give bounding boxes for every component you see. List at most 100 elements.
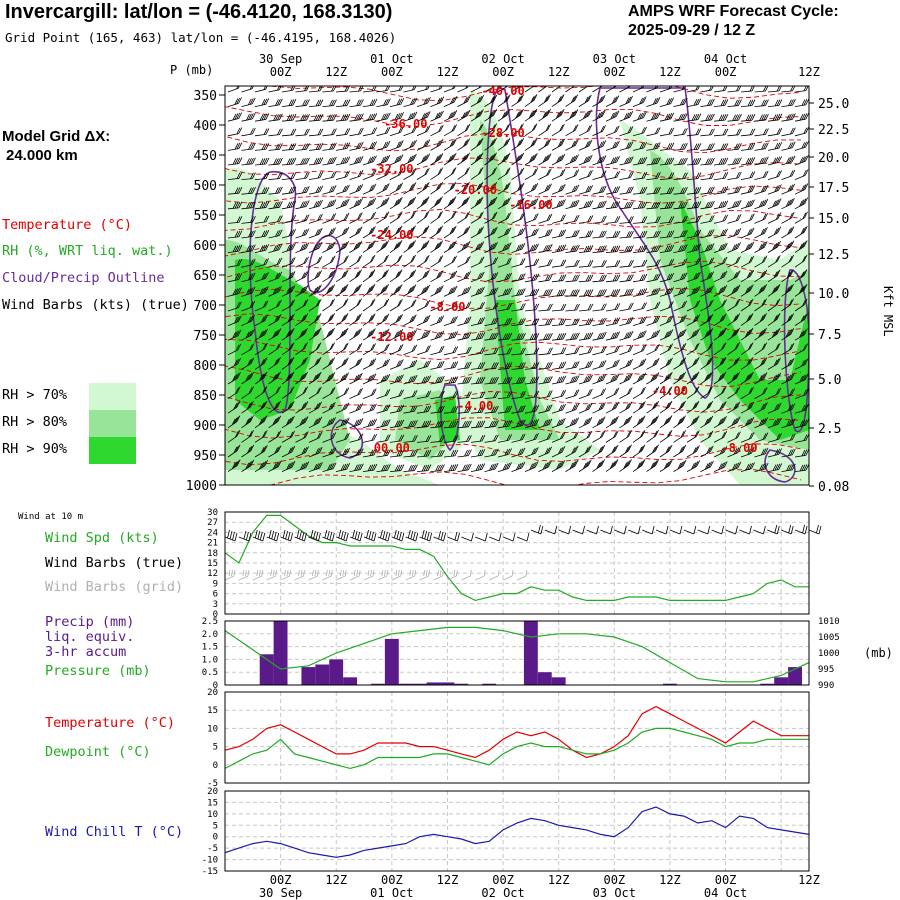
wind-barb [713, 228, 728, 239]
wind-barb [713, 431, 728, 443]
wind-barb [335, 212, 350, 224]
wind-barb [673, 113, 688, 122]
height-tick-label: 0.08 [818, 480, 849, 495]
wind-barb [268, 430, 282, 443]
precip-bar [788, 667, 802, 685]
wind-barb [740, 298, 754, 312]
wind-tick-label: 27 [207, 518, 218, 528]
wind-barb [700, 113, 715, 122]
wind-barb [335, 198, 350, 210]
wind-barb [511, 318, 526, 326]
model-grid-label: Model Grid ΔX: [2, 128, 111, 145]
wind-barb [497, 287, 513, 297]
wind-barb [322, 185, 337, 195]
wind-barb [794, 388, 809, 399]
surface-wind-barb [753, 525, 766, 535]
rh-70-swatch [89, 383, 136, 410]
isotherm-line [225, 183, 802, 204]
wind-barb [551, 446, 566, 458]
wind-barb [362, 313, 376, 326]
wind-barb [740, 185, 756, 195]
wind-barb [781, 254, 794, 268]
wind-barb [740, 255, 755, 268]
wind-barb [740, 270, 754, 283]
surface-wind-barb [725, 525, 738, 535]
wind-barb [767, 342, 781, 356]
wind-barb [632, 86, 645, 93]
wind-barb [727, 86, 742, 93]
rh-90-swatch [89, 437, 136, 464]
precip-bar [412, 683, 427, 685]
legend-cloud-outline: Cloud/Precip Outline [2, 270, 165, 286]
rh-90-label: RH > 90% [2, 441, 68, 457]
wind-barb [646, 230, 661, 239]
wind-barb [740, 327, 754, 341]
wind-barb [241, 258, 256, 268]
wind-barb [308, 416, 323, 429]
wind-barb [376, 168, 390, 180]
wind-barb [700, 172, 715, 180]
wind-barb [646, 186, 661, 195]
wind-barb [389, 112, 404, 122]
wind-barb [781, 403, 796, 414]
wind-barb [632, 288, 648, 297]
precip-bar [454, 683, 469, 685]
wind-barb [376, 240, 389, 253]
wind-barb [403, 86, 417, 93]
wind-barb [227, 259, 243, 268]
bottom-date-label: 02 Oct [481, 886, 524, 900]
wind-barb [619, 387, 633, 399]
wind-barb [470, 406, 486, 414]
wind-barb [646, 157, 661, 166]
precip-bar [301, 667, 316, 685]
wind-barb [295, 114, 310, 122]
wind-barb [524, 153, 538, 166]
pressure-tick-label: 800 [194, 359, 217, 374]
windchill-tick-label: 0 [213, 833, 218, 843]
wind-barb [524, 376, 540, 385]
wind-barb [700, 186, 715, 195]
wind-barb [511, 242, 526, 253]
wind-barb [457, 316, 472, 326]
wind-barb [781, 418, 796, 429]
wind-barb [659, 187, 675, 195]
wind-barb [659, 172, 675, 180]
wind-barb [376, 434, 391, 443]
wind-barb [686, 86, 700, 93]
precip-tick-label: 1.5 [202, 643, 218, 653]
grid-wind-barb [322, 569, 333, 581]
wind-barb [389, 140, 404, 151]
wind-barb [457, 95, 471, 107]
wind-barb [497, 419, 513, 429]
wind-barb [673, 371, 686, 385]
wind-barb [362, 98, 378, 107]
wind-barb [754, 372, 768, 385]
wind-barb [281, 400, 295, 414]
wind-barb [605, 230, 621, 239]
wind-barb [335, 142, 351, 151]
wind-barb [619, 316, 634, 326]
cloud-outline [486, 87, 538, 426]
forecast-cycle-value: 2025-09-29 / 12 Z [628, 22, 756, 39]
wind-barb [362, 298, 376, 312]
wind-barb [416, 360, 431, 370]
wind-barb [511, 288, 526, 297]
wind-barb [349, 372, 363, 385]
wind-barb [416, 375, 432, 385]
wind-barb [592, 289, 607, 297]
wind-barb [592, 125, 606, 137]
wind-barb [659, 142, 675, 151]
wind-barb [416, 111, 431, 122]
wind-barb [781, 358, 795, 370]
wind-barb [430, 138, 444, 151]
wind-barb [227, 372, 241, 385]
rh-region [235, 259, 320, 420]
wind-barb [389, 284, 403, 297]
wind-barb [335, 387, 350, 399]
wind-barb [416, 405, 432, 414]
wind-barb [389, 404, 405, 414]
pressure-ticks-right: 1010 1005 1000 (mb) 995 990 [818, 617, 893, 691]
wind-barb [578, 346, 594, 356]
wind-barb [538, 390, 553, 399]
